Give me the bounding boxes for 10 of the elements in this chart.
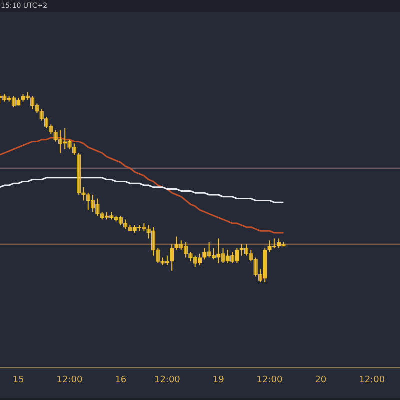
x-tick-label: 12:00 xyxy=(56,375,84,386)
x-tick-label: 12:00 xyxy=(359,375,386,386)
candlestick xyxy=(170,244,174,272)
x-tick-label: 12:00 xyxy=(154,375,181,386)
x-tick-label: 16 xyxy=(115,375,127,386)
x-tick-label: 15 xyxy=(12,375,24,386)
candlestick xyxy=(272,238,276,249)
x-tick-label: 20 xyxy=(315,375,327,386)
x-tick-label: 19 xyxy=(212,375,225,386)
x-tick-label: 12:00 xyxy=(256,375,284,386)
